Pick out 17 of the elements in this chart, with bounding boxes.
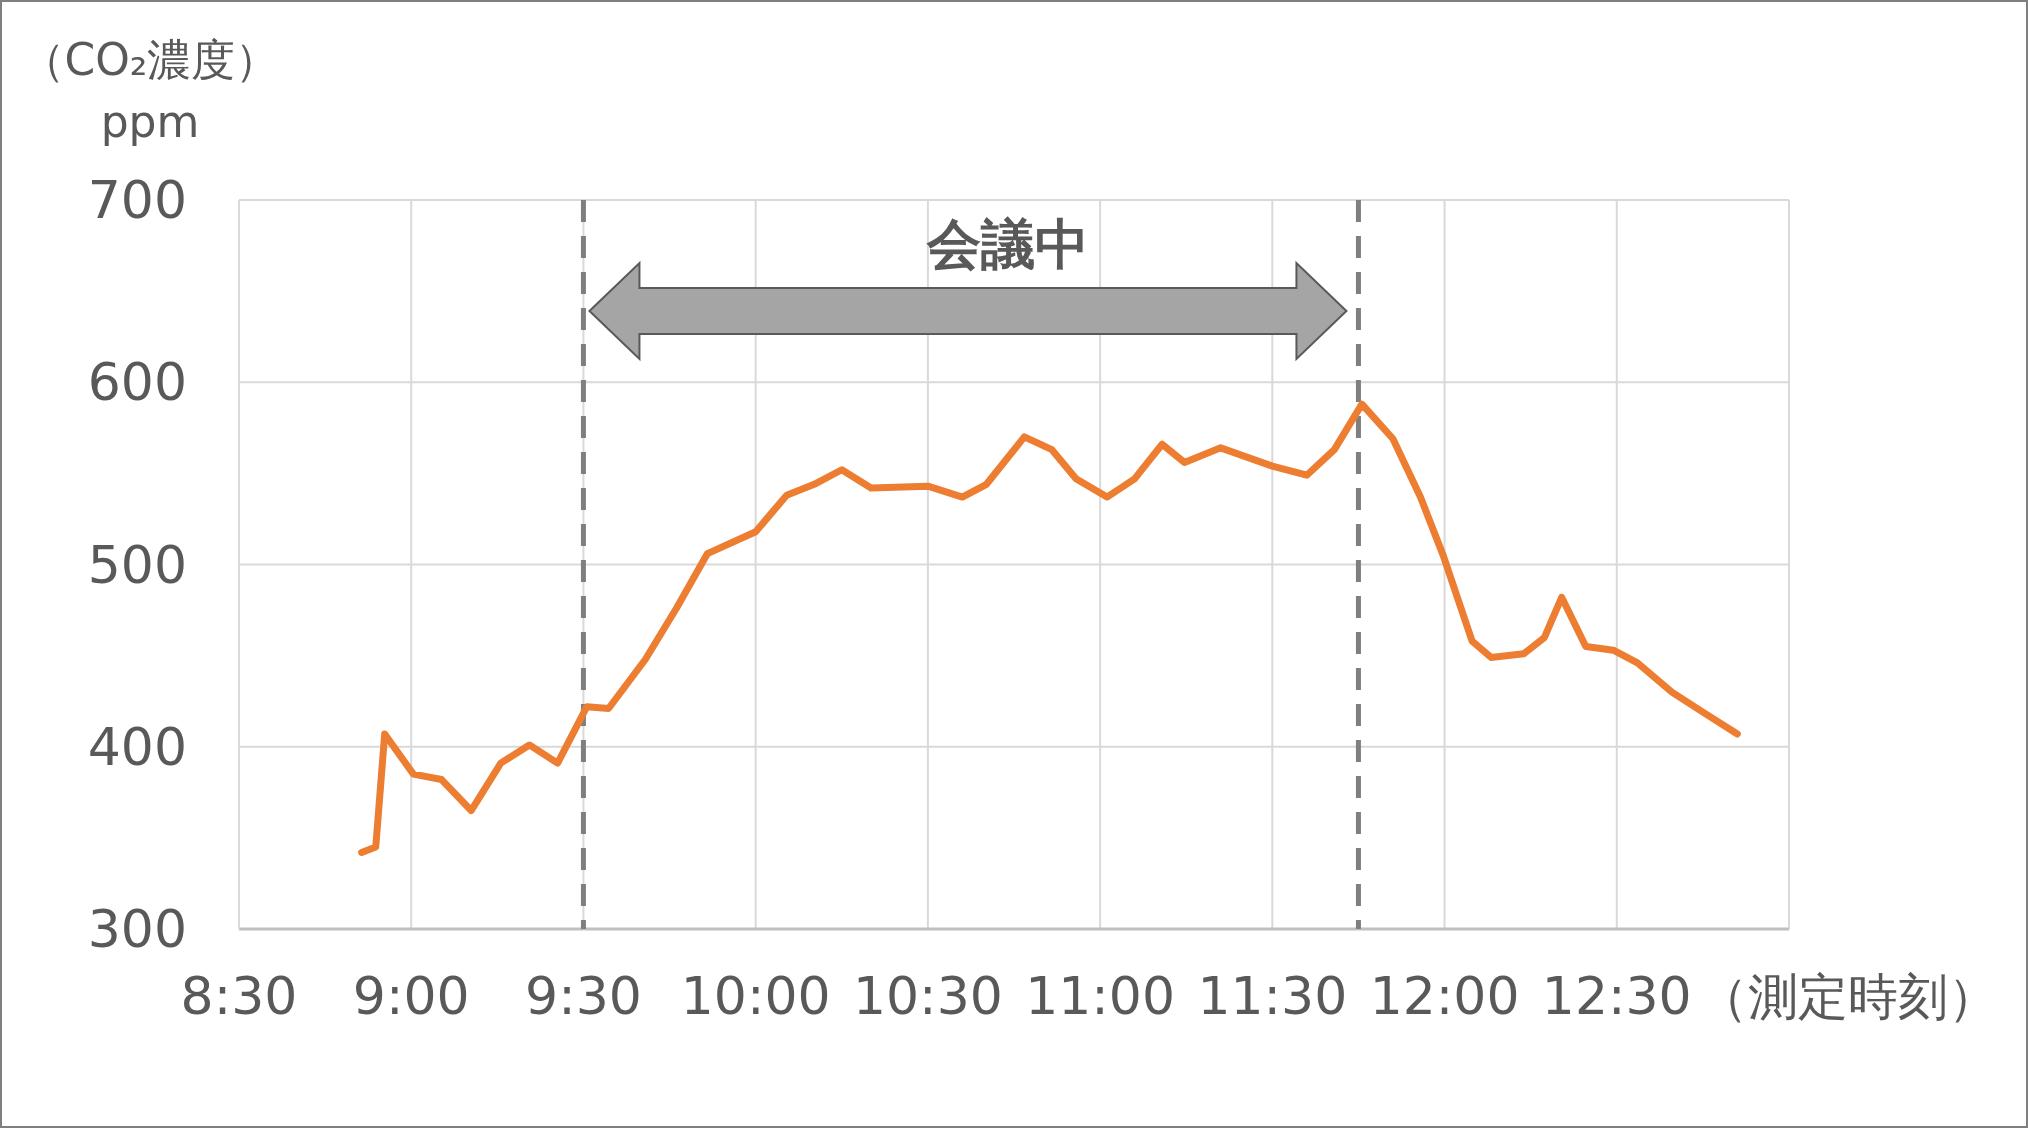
annotation: 会議中 (925, 213, 1089, 276)
y-tick-label: 400 (87, 716, 187, 777)
x-tick-label: 11:30 (1197, 966, 1348, 1026)
y-tick-label: 300 (87, 899, 187, 959)
x-tick-label: 9:00 (352, 966, 470, 1026)
y-tick-label: 500 (87, 534, 187, 595)
x-tick-label: 9:30 (525, 966, 642, 1026)
x-tick-label: 8:30 (180, 966, 298, 1026)
x-tick-label: 10:30 (852, 966, 1003, 1026)
x-axis-title: （測定時刻） (1698, 968, 1998, 1026)
x-tick-label: 10:00 (680, 966, 831, 1026)
y-tick-label: 700 (87, 170, 187, 230)
x-tick-label: 11:00 (1025, 966, 1176, 1026)
x-tick-label: 12:00 (1369, 966, 1520, 1026)
y-axis-title: （CO₂濃度） ppm (20, 34, 280, 147)
x-tick-label: 12:30 (1541, 966, 1692, 1026)
y-tick-label: 600 (87, 352, 187, 413)
